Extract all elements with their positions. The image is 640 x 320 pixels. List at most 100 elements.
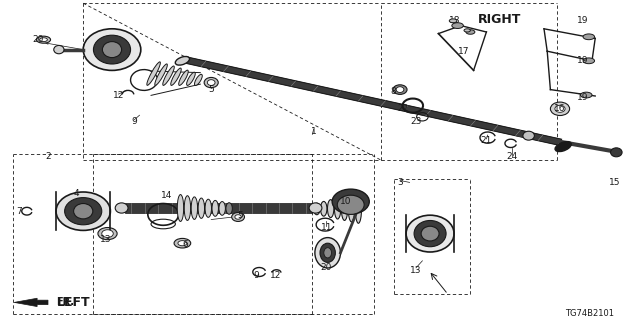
Text: 8: 8	[391, 87, 396, 96]
Ellipse shape	[98, 228, 117, 240]
Text: 14: 14	[161, 191, 172, 200]
Ellipse shape	[177, 195, 184, 221]
Text: 7: 7	[17, 207, 22, 216]
Ellipse shape	[320, 243, 335, 262]
Text: 5: 5	[237, 212, 243, 220]
Ellipse shape	[56, 192, 111, 230]
Polygon shape	[125, 203, 312, 213]
Ellipse shape	[191, 197, 198, 220]
Ellipse shape	[232, 212, 244, 221]
Ellipse shape	[449, 19, 457, 23]
Ellipse shape	[102, 230, 113, 237]
Ellipse shape	[36, 36, 51, 43]
Ellipse shape	[328, 200, 334, 218]
Text: 13: 13	[100, 236, 111, 244]
Text: 1: 1	[311, 127, 316, 136]
Ellipse shape	[324, 248, 332, 258]
Ellipse shape	[155, 64, 167, 85]
Ellipse shape	[550, 102, 570, 116]
Ellipse shape	[452, 23, 463, 28]
Text: 19: 19	[577, 93, 588, 102]
Polygon shape	[182, 57, 561, 145]
Text: 6: 6	[183, 240, 188, 249]
Ellipse shape	[226, 203, 232, 214]
Ellipse shape	[174, 238, 191, 248]
Ellipse shape	[93, 35, 131, 64]
Ellipse shape	[314, 203, 320, 215]
Ellipse shape	[184, 196, 191, 220]
Text: 22: 22	[397, 104, 409, 113]
Ellipse shape	[198, 198, 205, 218]
Ellipse shape	[83, 29, 141, 70]
Ellipse shape	[580, 92, 592, 98]
Text: 9: 9	[253, 271, 259, 280]
Ellipse shape	[65, 197, 102, 225]
Text: 2: 2	[45, 152, 51, 161]
Ellipse shape	[102, 42, 122, 58]
Text: RIGHT: RIGHT	[477, 13, 521, 26]
Text: 20: 20	[321, 263, 332, 272]
Ellipse shape	[421, 226, 439, 241]
Text: 24: 24	[506, 152, 518, 161]
Text: 21: 21	[481, 136, 492, 145]
Text: 5: 5	[209, 85, 214, 94]
Ellipse shape	[396, 87, 404, 92]
Ellipse shape	[309, 203, 322, 213]
Text: 20: 20	[33, 36, 44, 44]
Text: 12: 12	[269, 271, 281, 280]
Ellipse shape	[414, 220, 446, 247]
Ellipse shape	[207, 80, 215, 85]
Ellipse shape	[74, 204, 93, 219]
Ellipse shape	[178, 241, 187, 246]
Text: 23: 23	[410, 117, 422, 126]
Text: 19: 19	[577, 16, 588, 25]
Ellipse shape	[406, 215, 454, 252]
Ellipse shape	[171, 68, 181, 85]
Ellipse shape	[315, 237, 340, 268]
Text: 12: 12	[113, 92, 124, 100]
Ellipse shape	[54, 45, 64, 54]
Ellipse shape	[235, 215, 241, 219]
Ellipse shape	[332, 189, 369, 214]
Text: FR.: FR.	[56, 297, 74, 308]
Ellipse shape	[355, 193, 362, 223]
Ellipse shape	[195, 74, 202, 85]
Polygon shape	[14, 298, 48, 307]
Ellipse shape	[147, 62, 161, 85]
Text: 4: 4	[74, 189, 79, 198]
Text: TG74B2101: TG74B2101	[565, 309, 614, 318]
Ellipse shape	[219, 202, 225, 215]
Ellipse shape	[40, 38, 47, 42]
Ellipse shape	[393, 85, 407, 94]
Ellipse shape	[464, 29, 470, 32]
Ellipse shape	[466, 30, 475, 34]
Ellipse shape	[212, 200, 218, 216]
Ellipse shape	[583, 34, 595, 40]
Text: 19: 19	[577, 56, 588, 65]
Text: 18: 18	[449, 16, 460, 25]
Ellipse shape	[555, 105, 565, 112]
Text: 3: 3	[397, 178, 403, 187]
Ellipse shape	[583, 58, 595, 64]
Text: 9: 9	[132, 117, 137, 126]
Text: 10: 10	[340, 197, 351, 206]
Ellipse shape	[179, 70, 188, 85]
Ellipse shape	[348, 194, 355, 222]
Ellipse shape	[115, 203, 128, 213]
Text: LEFT: LEFT	[57, 296, 90, 309]
Ellipse shape	[321, 201, 327, 216]
Ellipse shape	[341, 196, 348, 220]
Ellipse shape	[163, 66, 174, 85]
Ellipse shape	[187, 72, 195, 85]
Ellipse shape	[205, 199, 211, 217]
Text: 13: 13	[410, 266, 422, 275]
Text: 16: 16	[554, 104, 566, 113]
Text: 15: 15	[609, 178, 620, 187]
Ellipse shape	[523, 131, 534, 140]
Ellipse shape	[555, 141, 572, 152]
Text: 17: 17	[458, 47, 470, 56]
Ellipse shape	[335, 198, 341, 219]
Text: 11: 11	[321, 223, 332, 232]
Ellipse shape	[337, 195, 364, 214]
Ellipse shape	[175, 56, 189, 65]
